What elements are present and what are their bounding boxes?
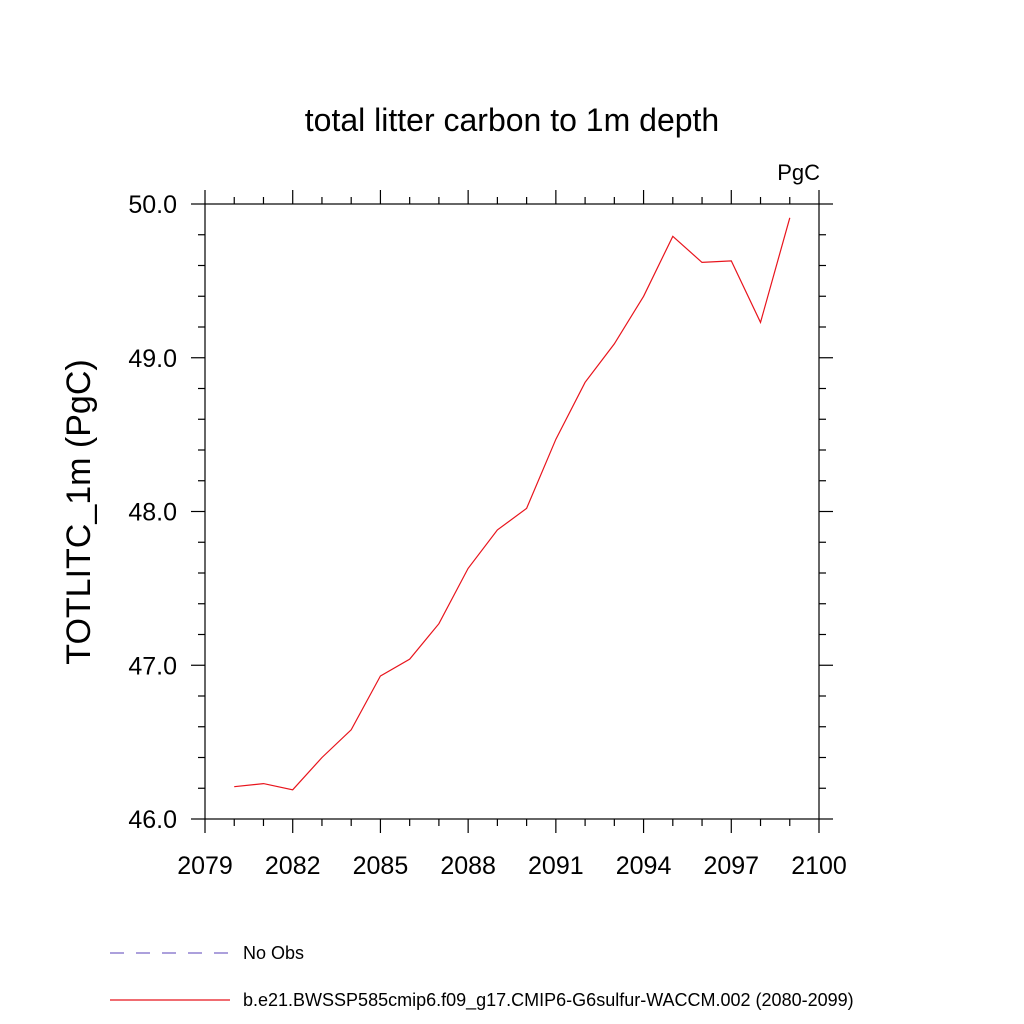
y-tick-label: 46.0	[128, 806, 177, 834]
x-tick-label: 2079	[177, 852, 233, 880]
y-axis-label: TOTLITC_1m (PgC)	[60, 359, 98, 664]
series-line-model-run	[234, 217, 791, 791]
tick-labels: 2079 2082 2085 2088 2091 2094 2097 2100 46.0 47.0…	[128, 191, 846, 880]
y-tick-label: 47.0	[128, 652, 177, 680]
legend: No Obs b.e21.BWSSP585cmip6.f09_g17.CMIP6…	[110, 943, 854, 1011]
legend-label-model-run: b.e21.BWSSP585cmip6.f09_g17.CMIP6-G6sulf…	[243, 990, 854, 1011]
x-tick-label: 2091	[528, 852, 584, 880]
x-tick-label: 2088	[440, 852, 496, 880]
plot-frame	[204, 203, 820, 820]
x-tick-label: 2085	[353, 852, 409, 880]
axis-ticks	[191, 190, 833, 833]
y-tick-label: 49.0	[128, 345, 177, 373]
x-tick-label: 2082	[265, 852, 321, 880]
x-tick-label: 2094	[616, 852, 672, 880]
x-tick-label: 2100	[791, 852, 847, 880]
units-label: PgC	[777, 160, 820, 185]
series-layer	[234, 217, 791, 791]
legend-label-no-obs: No Obs	[243, 943, 304, 963]
chart-title: total litter carbon to 1m depth	[305, 102, 719, 138]
y-tick-label: 48.0	[128, 499, 177, 527]
x-tick-label: 2097	[703, 852, 759, 880]
y-tick-label: 50.0	[128, 191, 177, 219]
